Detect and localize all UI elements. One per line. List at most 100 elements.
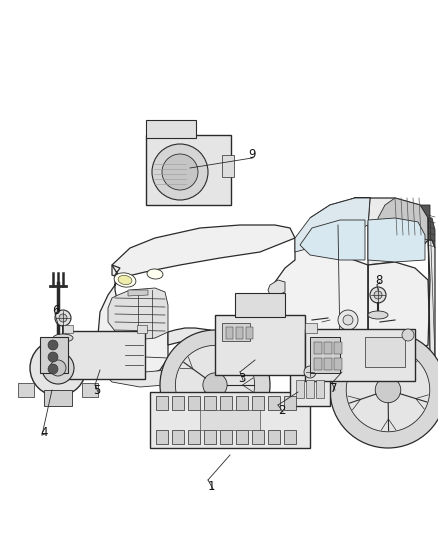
Polygon shape xyxy=(295,198,370,252)
Bar xyxy=(44,390,72,406)
Bar xyxy=(18,383,34,397)
Bar xyxy=(204,396,216,410)
Circle shape xyxy=(55,310,71,326)
Bar xyxy=(316,380,324,398)
Bar xyxy=(172,396,184,410)
Polygon shape xyxy=(268,280,285,295)
Circle shape xyxy=(330,332,438,448)
Circle shape xyxy=(175,345,254,425)
Text: 3: 3 xyxy=(238,372,245,384)
Bar xyxy=(296,380,304,398)
Bar xyxy=(82,383,98,397)
Bar xyxy=(65,331,145,379)
Circle shape xyxy=(160,330,270,440)
Polygon shape xyxy=(368,218,425,262)
Bar xyxy=(222,323,250,341)
Bar xyxy=(310,337,340,373)
Bar xyxy=(150,392,310,448)
Text: 7: 7 xyxy=(330,382,338,394)
Bar xyxy=(324,342,332,354)
Text: 5: 5 xyxy=(93,384,100,397)
Ellipse shape xyxy=(118,276,132,285)
Polygon shape xyxy=(168,328,265,392)
Circle shape xyxy=(374,291,382,299)
Text: 1: 1 xyxy=(208,481,215,494)
Circle shape xyxy=(343,315,353,325)
Ellipse shape xyxy=(53,334,73,342)
Circle shape xyxy=(126,356,138,368)
Ellipse shape xyxy=(114,273,136,287)
Bar xyxy=(305,323,317,333)
Text: 2: 2 xyxy=(278,403,286,416)
Polygon shape xyxy=(300,220,365,260)
Bar xyxy=(334,358,342,370)
Bar xyxy=(314,342,322,354)
Bar xyxy=(246,327,253,339)
Text: 9: 9 xyxy=(248,149,255,161)
Text: 4: 4 xyxy=(40,425,47,439)
Bar xyxy=(334,342,342,354)
Bar xyxy=(236,396,248,410)
Polygon shape xyxy=(268,238,368,348)
Circle shape xyxy=(42,352,74,384)
Bar xyxy=(252,430,264,444)
Bar xyxy=(220,430,232,444)
Polygon shape xyxy=(96,355,170,387)
Polygon shape xyxy=(128,290,148,296)
Polygon shape xyxy=(310,198,430,265)
Bar xyxy=(156,430,168,444)
Circle shape xyxy=(370,287,386,303)
Bar xyxy=(63,325,73,333)
Bar xyxy=(268,430,280,444)
Text: 8: 8 xyxy=(375,273,382,287)
Bar xyxy=(40,337,68,373)
Bar xyxy=(236,430,248,444)
Bar xyxy=(146,120,196,138)
Polygon shape xyxy=(108,288,168,340)
Bar xyxy=(268,396,280,410)
Bar xyxy=(284,430,296,444)
Bar xyxy=(137,325,147,333)
Bar xyxy=(306,380,314,398)
Text: 6: 6 xyxy=(52,303,60,317)
Circle shape xyxy=(48,340,58,350)
Bar xyxy=(235,293,285,317)
Polygon shape xyxy=(368,262,430,350)
Circle shape xyxy=(375,377,401,403)
Circle shape xyxy=(50,360,66,376)
Bar xyxy=(146,135,231,205)
Bar xyxy=(324,358,332,370)
Ellipse shape xyxy=(147,269,163,279)
Ellipse shape xyxy=(368,311,388,319)
Bar xyxy=(290,374,330,406)
Circle shape xyxy=(162,154,198,190)
Bar xyxy=(172,430,184,444)
Bar xyxy=(156,396,168,410)
Polygon shape xyxy=(98,265,168,375)
Polygon shape xyxy=(420,205,435,248)
Bar xyxy=(305,329,415,381)
Circle shape xyxy=(30,340,86,396)
Bar xyxy=(284,396,296,410)
Bar xyxy=(220,396,232,410)
Bar xyxy=(226,327,233,339)
Circle shape xyxy=(59,314,67,322)
Bar xyxy=(236,327,243,339)
Polygon shape xyxy=(378,240,435,370)
Ellipse shape xyxy=(112,354,124,362)
Circle shape xyxy=(402,329,414,341)
Circle shape xyxy=(203,373,227,397)
Bar xyxy=(314,358,322,370)
Circle shape xyxy=(346,348,430,432)
Bar xyxy=(188,430,200,444)
Polygon shape xyxy=(112,225,295,278)
Bar xyxy=(204,430,216,444)
Bar xyxy=(222,155,234,177)
Circle shape xyxy=(304,366,316,378)
Polygon shape xyxy=(378,198,428,240)
Bar xyxy=(200,410,260,430)
Bar xyxy=(215,315,305,375)
Circle shape xyxy=(152,144,208,200)
Bar xyxy=(188,396,200,410)
Polygon shape xyxy=(330,332,435,415)
